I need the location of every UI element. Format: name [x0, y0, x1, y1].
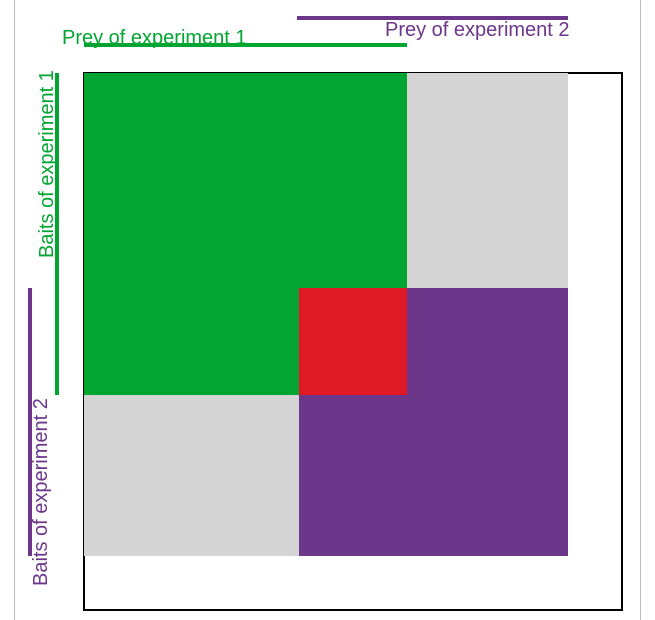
baits-2-label: Baits of experiment 2 [30, 398, 52, 586]
shared-overlap [299, 288, 407, 395]
empty-region [407, 73, 568, 288]
empty-region [84, 395, 299, 556]
prey-1-label: Prey of experiment 1 [62, 27, 247, 49]
frame [14, 0, 641, 620]
baits-1-label: Baits of experiment 1 [36, 70, 58, 258]
prey-2-label: Prey of experiment 2 [385, 19, 570, 41]
